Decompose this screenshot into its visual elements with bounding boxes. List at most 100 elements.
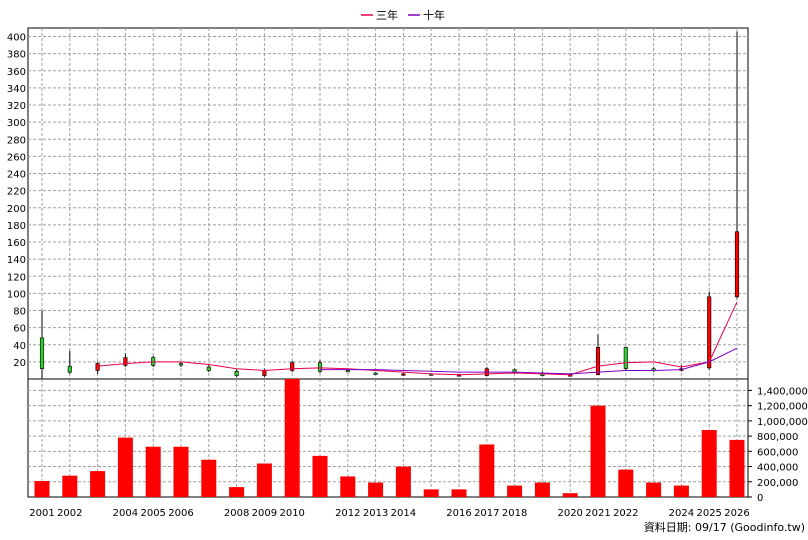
price-pane-frame [27,27,749,380]
price-tick-label: 380 [7,50,26,61]
x-tick-label: 2006 [168,508,193,519]
candle-body [178,363,184,366]
price-tick-label: 400 [7,33,26,44]
price-tick-label: 300 [7,118,26,129]
volume-gridlines [28,389,748,483]
candle-body [623,347,628,370]
price-tick-label: 60 [13,324,26,335]
candle-body [595,347,601,376]
volume-bar [145,446,161,497]
candle-body [734,231,740,298]
price-tick-label: 120 [7,272,26,283]
x-tick-label: 2026 [724,508,749,519]
x-tick-label: 2004 [113,508,138,519]
x-tick-label: 2010 [279,508,304,519]
price-tick-label: 20 [13,358,26,369]
x-tick-label: 2020 [557,508,582,519]
price-tick-label: 180 [7,221,26,232]
volume-bar [673,485,689,497]
ten-year-average-line [320,347,738,375]
x-tick-label: 2009 [252,508,277,519]
volume-bar [256,463,272,497]
x-tick-label: 2017 [474,508,499,519]
candle-body [707,296,712,369]
price-tick-label: 220 [7,187,26,198]
x-tick-label: 2021 [585,508,610,519]
volume-axis-ticks: 0 200,000 400,000 600,000 800,000 1,000,000 1,… [748,386,808,504]
candlestick-series [39,31,740,379]
candle-body [290,362,295,371]
volume-bar [729,439,745,497]
three-year-average-line [97,301,738,376]
candle-body [39,337,45,370]
volume-bar [507,485,523,497]
x-tick-label: 2018 [502,508,527,519]
candle-body [317,362,323,372]
x-tick-label: 2001 [29,508,54,519]
volume-tick-label: 200,000 [757,478,798,489]
volume-tick-label: 0 [757,493,763,504]
volume-bar [423,489,439,497]
volume-bar [562,493,578,497]
price-tick-label: 200 [7,204,26,215]
x-tick-label: 2008 [224,508,249,519]
volume-bar [90,471,106,497]
volume-bar [34,481,50,497]
price-axis-ticks: 20 40 60 80 100 120 140 160 180 200 220 240 260 280 30… [7,33,26,369]
x-tick-label: 2012 [335,508,360,519]
volume-pane-frame [27,378,749,498]
x-tick-label: 2016 [446,508,471,519]
volume-bar [590,405,606,497]
candle-body [401,373,406,376]
x-tick-label: 2005 [140,508,165,519]
price-tick-label: 100 [7,289,26,300]
price-tick-label: 240 [7,170,26,181]
price-tick-label: 280 [7,135,26,146]
volume-bar [173,446,189,497]
price-tick-label: 160 [7,238,26,249]
price-gridlines [28,36,748,363]
legend: 三年 十年 [361,8,445,22]
price-tick-label: 80 [13,307,26,318]
legend-label-ten-year: 十年 [423,8,445,22]
volume-tick-label: 1,000,000 [757,417,808,428]
volume-bar [451,489,467,497]
price-tick-label: 260 [7,152,26,163]
volume-tick-label: 1,400,000 [757,386,808,397]
x-tick-label: 2022 [613,508,638,519]
price-vertical-gridlines [41,28,738,379]
volume-bar [479,444,495,497]
candle-body [373,372,378,375]
volume-tick-label: 400,000 [757,463,798,474]
volume-bar [395,466,411,497]
volume-bar [646,482,662,497]
volume-bar [701,430,717,497]
price-tick-label: 140 [7,255,26,266]
x-tick-label: 2024 [669,508,694,519]
candle-body [262,370,267,376]
volume-tick-label: 1,200,000 [757,402,808,413]
candle-body [234,370,239,376]
volume-tick-label: 800,000 [757,432,798,443]
volume-bar [201,459,217,497]
volume-bar [618,469,634,497]
candle-body [95,363,100,371]
x-tick-label: 2002 [57,508,82,519]
volume-bar [284,379,300,497]
x-tick-label: 2013 [363,508,388,519]
x-axis-ticks: 2001 2002 2004 2005 2006 2008 2009 2010 2012 2013… [29,508,749,519]
volume-bar [340,476,356,497]
price-pane: 20 40 60 80 100 120 140 160 180 200 220 240 260 280 30… [7,27,749,380]
volume-bar [229,487,245,497]
candle-body [345,370,350,373]
volume-bar [534,482,550,497]
x-tick-label: 2025 [696,508,721,519]
volume-bar-series [34,379,745,497]
volume-bar [312,455,328,497]
price-tick-label: 360 [7,67,26,78]
volume-bar [368,482,384,497]
volume-pane: 0 200,000 400,000 600,000 800,000 1,000,000 1,… [27,378,808,504]
volume-bar [117,437,133,497]
volume-bar [62,475,78,497]
price-tick-label: 40 [13,341,26,352]
